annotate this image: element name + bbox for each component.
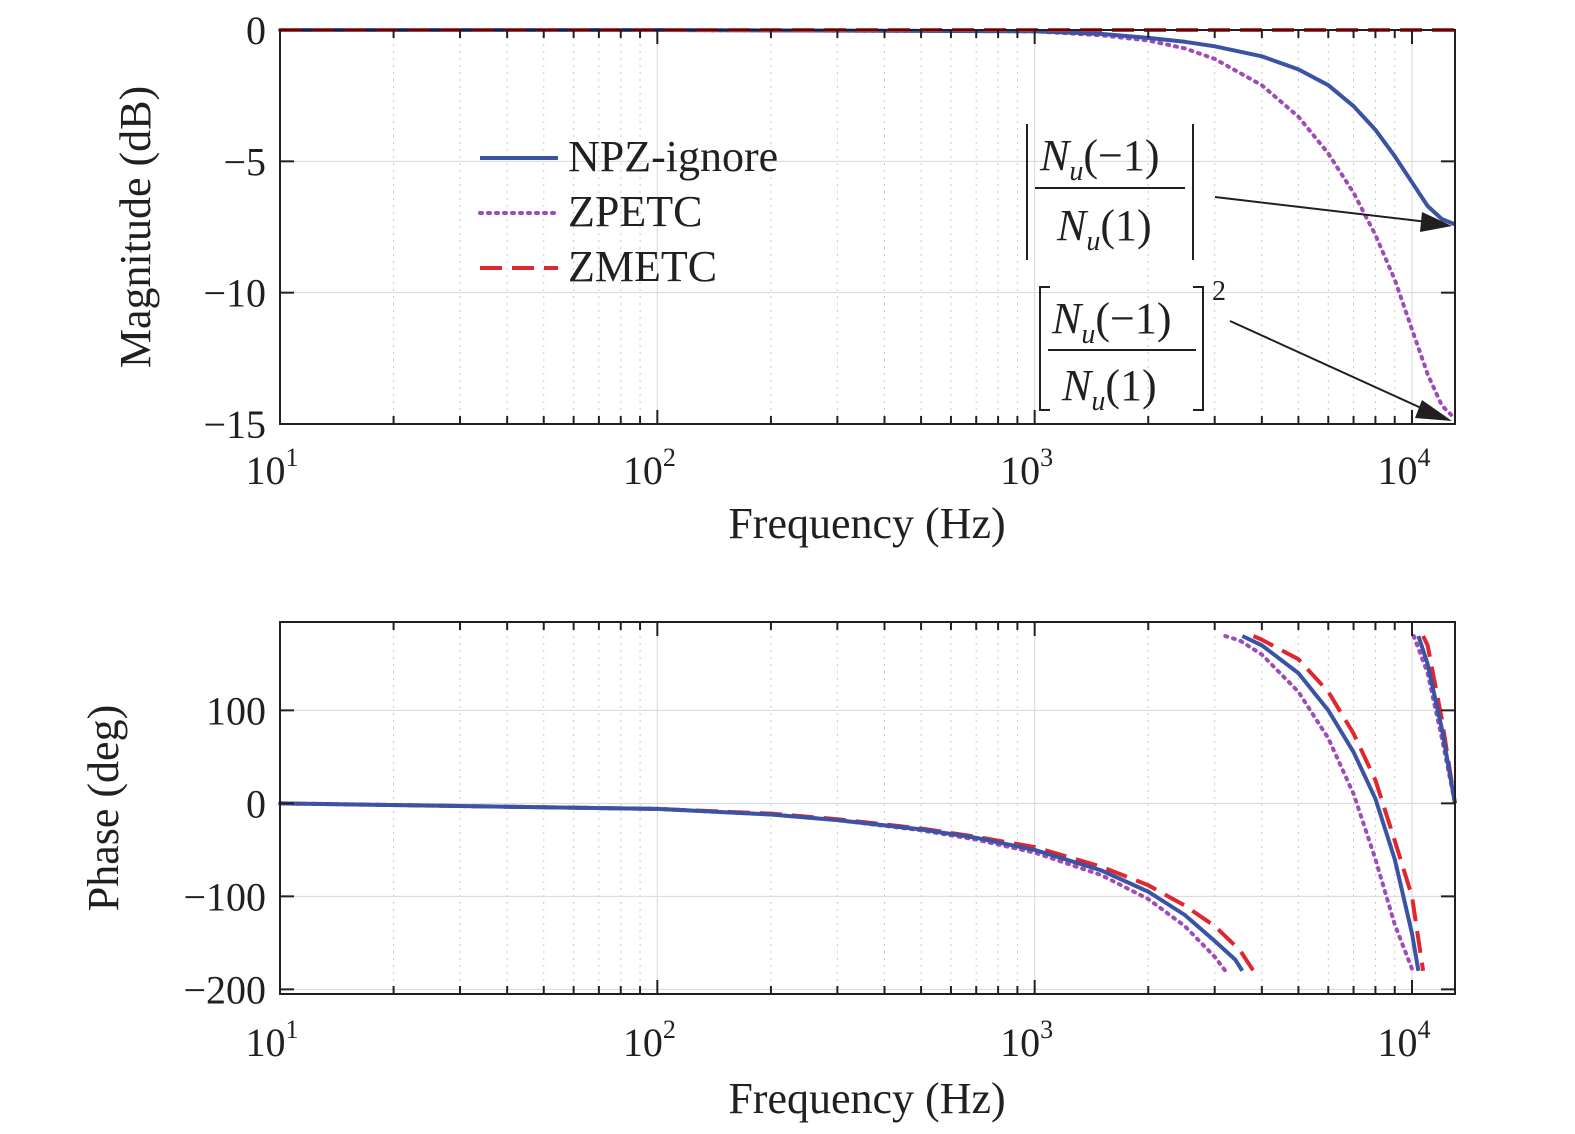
legend-label-zmetc: ZMETC xyxy=(568,242,717,291)
magnitude-frame xyxy=(279,29,1456,425)
magnitude-grid xyxy=(279,29,1455,425)
phase-frame xyxy=(279,621,1456,995)
magnitude-y-tick-label: −5 xyxy=(223,139,266,184)
phase-y-tick-label: −100 xyxy=(183,874,266,919)
magnitude-series-zpetc xyxy=(278,28,1457,421)
legend: NPZ-ignore ZPETC ZMETC xyxy=(478,132,778,291)
magnitude-ticks: 101 102 103 104 0 −5 −10 −15 xyxy=(203,8,1455,493)
magnitude-series xyxy=(278,28,1457,421)
phase-x-tick-label: 101 xyxy=(246,1015,299,1065)
phase-x-tick-label: 102 xyxy=(623,1015,676,1065)
ratio-num-symbol: N xyxy=(1039,131,1072,180)
magnitude-x-tick-label: 104 xyxy=(1378,443,1431,493)
ratio-num-arg: (−1) xyxy=(1083,131,1159,180)
phase-y-tick-label: 0 xyxy=(246,781,266,826)
magnitude-y-axis-label: Magnitude (dB) xyxy=(111,86,160,368)
magnitude-x-tick-label: 103 xyxy=(1000,443,1053,493)
phase-grid xyxy=(279,622,1455,994)
annotation-magnitude-ratio: Nu(−1) Nu(1) xyxy=(1026,124,1452,260)
phase-y-tick-label: 100 xyxy=(206,688,266,733)
ratio-num-subscript: u xyxy=(1069,156,1083,187)
phase-series-npz-ignore xyxy=(279,634,1457,972)
svg-text:Nu(−1): Nu(−1) xyxy=(1051,294,1171,350)
phase-x-tick-label: 104 xyxy=(1378,1015,1431,1065)
annotation-magnitude-ratio-squared: Nu(−1) Nu(1) 2 xyxy=(1039,276,1452,421)
svg-text:Nu(1): Nu(1) xyxy=(1056,201,1152,257)
phase-x-tick-label: 103 xyxy=(1000,1015,1053,1065)
ratio-den-arg: (1) xyxy=(1100,201,1151,250)
ratio2-den-arg: (1) xyxy=(1105,361,1156,410)
magnitude-x-tick-label: 102 xyxy=(623,443,676,493)
ratio-den-symbol: N xyxy=(1056,201,1089,250)
svg-text:Nu(1): Nu(1) xyxy=(1061,361,1157,417)
svg-text:Nu(−1): Nu(−1) xyxy=(1039,131,1159,187)
magnitude-x-tick-label: 101 xyxy=(246,443,299,493)
phase-x-axis-label: Frequency (Hz) xyxy=(728,1074,1005,1123)
ratio2-den-symbol: N xyxy=(1061,361,1094,410)
magnitude-x-axis-label: Frequency (Hz) xyxy=(728,499,1005,548)
phase-y-axis-label: Phase (deg) xyxy=(79,705,128,912)
magnitude-panel: 101 102 103 104 0 −5 −10 −15 Magnitude (dB) Fre… xyxy=(111,8,1457,548)
legend-label-npz-ignore: NPZ-ignore xyxy=(568,132,778,181)
ratio2-num-arg: (−1) xyxy=(1095,294,1171,343)
phase-panel: 101 102 103 104 100 0 −100 −200 Phase (deg) Fre… xyxy=(79,621,1457,1123)
magnitude-y-tick-label: −10 xyxy=(203,271,266,316)
ratio2-num-symbol: N xyxy=(1051,294,1084,343)
phase-y-tick-label: −200 xyxy=(183,967,266,1012)
ratio-den-subscript: u xyxy=(1086,226,1100,257)
ratio2-num-subscript: u xyxy=(1081,319,1095,350)
magnitude-y-tick-label: −15 xyxy=(203,402,266,447)
legend-label-zpetc: ZPETC xyxy=(568,187,702,236)
phase-series xyxy=(278,634,1457,973)
phase-ticks: 101 102 103 104 100 0 −100 −200 xyxy=(183,622,1455,1065)
ratio2-exponent: 2 xyxy=(1212,276,1226,307)
magnitude-series-npz-ignore xyxy=(280,28,1456,227)
magnitude-y-tick-label: 0 xyxy=(246,8,266,53)
ratio2-den-subscript: u xyxy=(1091,386,1105,417)
